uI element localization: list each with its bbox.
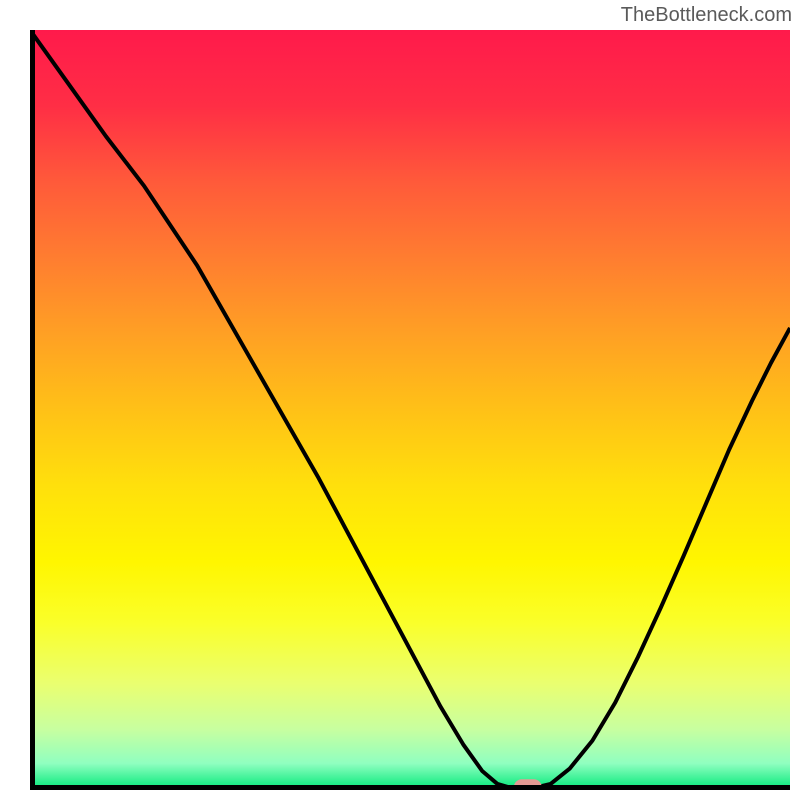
x-axis-line: [30, 785, 790, 790]
heat-gradient-background: [30, 30, 790, 790]
watermark-text: TheBottleneck.com: [621, 4, 792, 27]
plot-area: [30, 30, 790, 790]
y-axis-line: [30, 30, 35, 790]
chart-container: TheBottleneck.com: [0, 0, 800, 800]
